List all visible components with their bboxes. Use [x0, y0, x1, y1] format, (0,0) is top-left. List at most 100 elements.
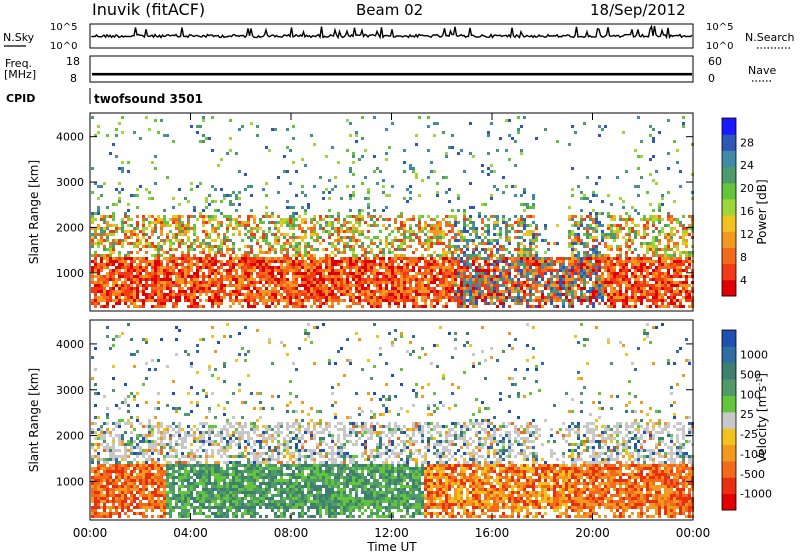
data-cell [319, 293, 322, 296]
data-cell [100, 263, 103, 266]
data-cell [436, 296, 439, 299]
data-cell [376, 302, 379, 305]
data-cell [109, 488, 112, 491]
data-cell [427, 260, 430, 263]
data-cell [238, 128, 241, 131]
data-cell [661, 203, 664, 206]
data-cell [97, 131, 100, 134]
data-cell [100, 431, 103, 434]
data-cell [490, 281, 493, 284]
data-cell [379, 239, 382, 242]
data-cell [217, 287, 220, 290]
data-cell [634, 296, 637, 299]
data-cell [508, 296, 511, 299]
data-cell [574, 281, 577, 284]
data-cell [544, 260, 547, 263]
data-cell [529, 266, 532, 269]
data-cell [604, 287, 607, 290]
data-cell [391, 287, 394, 290]
data-cell [472, 254, 475, 257]
data-cell [565, 299, 568, 302]
data-cell [646, 251, 649, 254]
data-cell [238, 287, 241, 290]
data-cell [676, 269, 679, 272]
data-cell [106, 233, 109, 236]
data-cell [103, 485, 106, 488]
data-cell [589, 275, 592, 278]
data-cell [298, 248, 301, 251]
data-cell [598, 278, 601, 281]
data-cell [220, 296, 223, 299]
data-cell [112, 251, 115, 254]
data-cell [358, 302, 361, 305]
data-cell [121, 266, 124, 269]
data-cell [574, 221, 577, 224]
data-cell [439, 266, 442, 269]
data-cell [568, 281, 571, 284]
data-cell [430, 305, 433, 308]
colorbar-segment [722, 134, 736, 151]
data-cell [238, 230, 241, 233]
data-cell [109, 347, 112, 350]
data-cell [499, 236, 502, 239]
data-cell [532, 284, 535, 287]
data-cell [211, 245, 214, 248]
data-cell [445, 254, 448, 257]
data-cell [328, 299, 331, 302]
data-cell [586, 251, 589, 254]
data-cell [616, 272, 619, 275]
data-cell [118, 287, 121, 290]
data-cell [571, 230, 574, 233]
data-cell [340, 290, 343, 293]
data-cell [622, 269, 625, 272]
data-cell [442, 281, 445, 284]
data-cell [361, 284, 364, 287]
data-cell [493, 281, 496, 284]
data-cell [259, 227, 262, 230]
data-cell [91, 275, 94, 278]
data-cell [445, 245, 448, 248]
data-cell [670, 275, 673, 278]
data-cell [358, 239, 361, 242]
data-cell [652, 299, 655, 302]
data-cell [550, 263, 553, 266]
data-cell [649, 266, 652, 269]
data-cell [556, 257, 559, 260]
data-cell [247, 257, 250, 260]
data-cell [577, 242, 580, 245]
data-cell [247, 221, 250, 224]
data-cell [118, 290, 121, 293]
y-tick-label: 2000 [56, 221, 84, 234]
data-cell [631, 299, 634, 302]
data-cell [118, 299, 121, 302]
data-cell [160, 269, 163, 272]
data-cell [475, 233, 478, 236]
data-cell [304, 242, 307, 245]
data-cell [355, 254, 358, 257]
data-cell [322, 218, 325, 221]
data-cell [250, 281, 253, 284]
data-cell [622, 275, 625, 278]
data-cell [625, 296, 628, 299]
data-cell [280, 287, 283, 290]
data-cell [313, 260, 316, 263]
data-cell [388, 257, 391, 260]
data-cell [247, 215, 250, 218]
data-cell [127, 278, 130, 281]
data-cell [238, 299, 241, 302]
data-cell [91, 215, 94, 218]
data-cell [463, 239, 466, 242]
data-cell [457, 209, 460, 212]
data-cell [466, 299, 469, 302]
data-cell [676, 242, 679, 245]
data-cell [580, 218, 583, 221]
data-cell [112, 449, 115, 452]
data-cell [382, 281, 385, 284]
data-cell [385, 278, 388, 281]
data-cell [229, 254, 232, 257]
data-cell [373, 296, 376, 299]
data-cell [361, 209, 364, 212]
data-cell [205, 263, 208, 266]
data-cell [598, 260, 601, 263]
data-cell [433, 170, 436, 173]
